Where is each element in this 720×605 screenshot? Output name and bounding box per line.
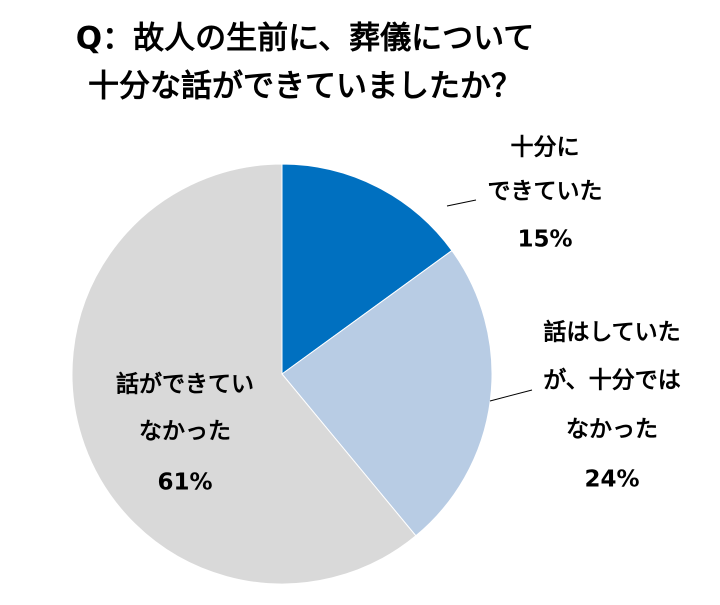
slice-label: 十分に <box>511 135 580 161</box>
slice-label: できていた <box>488 179 603 205</box>
value-label: 15% <box>517 227 572 253</box>
slice-label: 話ができてい <box>116 371 254 398</box>
value-label: 61% <box>157 470 212 496</box>
leader-line <box>446 199 477 207</box>
chart-title: Q：故人の生前に、葬儀について <box>76 21 535 57</box>
slice-label: 話はしていた <box>543 319 680 346</box>
slice-label: なかった <box>139 419 231 445</box>
pie-slice <box>71 163 417 585</box>
slice-label: なかった <box>566 417 658 443</box>
leader-line <box>489 389 533 402</box>
pie-slice <box>281 249 493 537</box>
pie-slice <box>281 163 453 375</box>
value-label: 24% <box>584 467 639 493</box>
slice-label: が、十分では <box>543 367 681 394</box>
chart-title: 十分な話ができていましたか？ <box>88 69 522 105</box>
